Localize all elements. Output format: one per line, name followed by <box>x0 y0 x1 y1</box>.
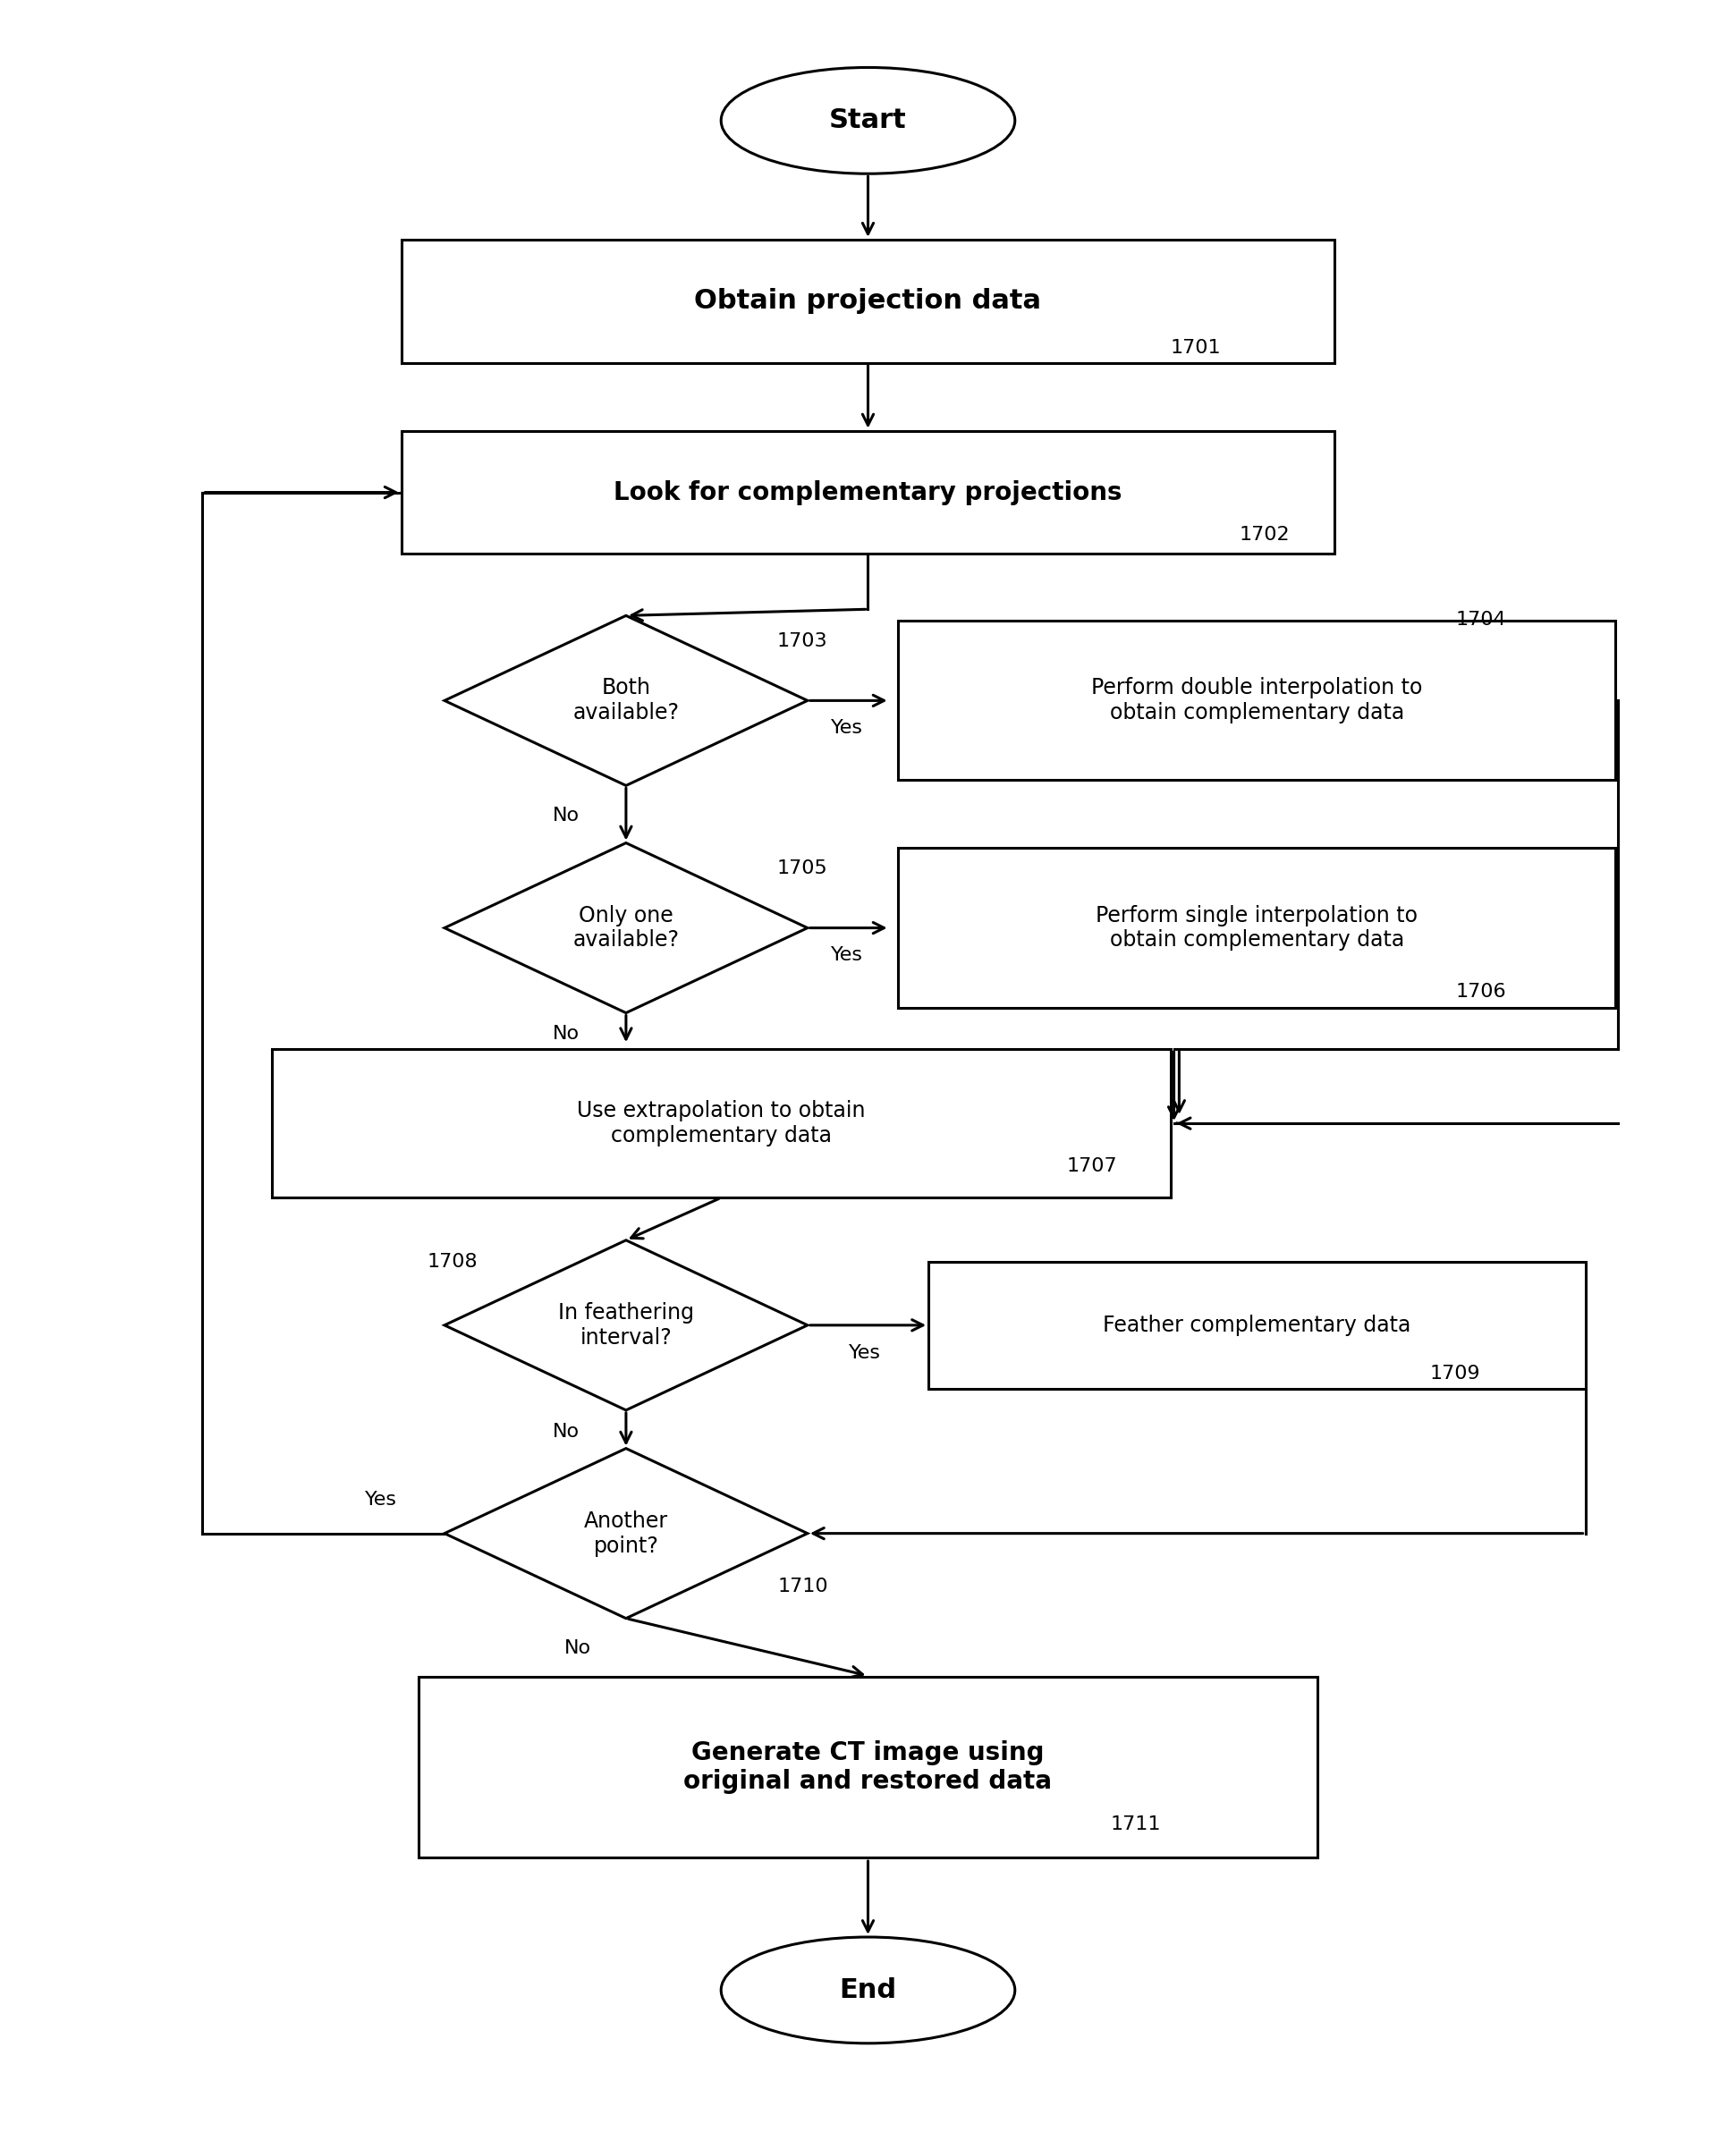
Text: No: No <box>564 1640 592 1657</box>
Text: No: No <box>552 1025 580 1043</box>
FancyBboxPatch shape <box>898 849 1616 1008</box>
Text: No: No <box>552 806 580 825</box>
Polygon shape <box>444 616 807 785</box>
Text: 1701: 1701 <box>1170 339 1220 356</box>
Text: Both
available?: Both available? <box>573 678 679 723</box>
Text: End: End <box>838 1976 898 2004</box>
Text: Start: Start <box>830 107 906 134</box>
Polygon shape <box>444 1241 807 1409</box>
Text: Use extrapolation to obtain
complementary data: Use extrapolation to obtain complementar… <box>576 1100 865 1147</box>
Text: 1702: 1702 <box>1240 527 1290 544</box>
Text: Yes: Yes <box>849 1343 880 1362</box>
Ellipse shape <box>720 1938 1016 2042</box>
Text: In feathering
interval?: In feathering interval? <box>557 1303 694 1347</box>
FancyBboxPatch shape <box>898 620 1616 780</box>
Text: Look for complementary projections: Look for complementary projections <box>615 480 1121 505</box>
Text: Perform double interpolation to
obtain complementary data: Perform double interpolation to obtain c… <box>1092 678 1422 723</box>
Text: 1705: 1705 <box>776 859 826 878</box>
FancyBboxPatch shape <box>271 1049 1170 1198</box>
Text: Feather complementary data: Feather complementary data <box>1102 1315 1411 1337</box>
Text: Generate CT image using
original and restored data: Generate CT image using original and res… <box>684 1740 1052 1795</box>
Text: Perform single interpolation to
obtain complementary data: Perform single interpolation to obtain c… <box>1095 904 1418 951</box>
Polygon shape <box>444 842 807 1013</box>
Text: 1707: 1707 <box>1068 1158 1118 1175</box>
Ellipse shape <box>720 68 1016 173</box>
Text: Yes: Yes <box>832 947 863 964</box>
Text: Yes: Yes <box>832 718 863 738</box>
Text: 1706: 1706 <box>1457 983 1507 1000</box>
FancyBboxPatch shape <box>929 1262 1585 1388</box>
FancyBboxPatch shape <box>418 1676 1318 1857</box>
Text: Yes: Yes <box>365 1490 396 1507</box>
Text: Another
point?: Another point? <box>583 1509 668 1556</box>
Text: 1703: 1703 <box>776 633 826 650</box>
Text: 1710: 1710 <box>778 1578 828 1595</box>
FancyBboxPatch shape <box>401 239 1335 362</box>
Text: 1708: 1708 <box>427 1251 477 1271</box>
Text: Only one
available?: Only one available? <box>573 904 679 951</box>
Text: 1709: 1709 <box>1430 1364 1481 1384</box>
FancyBboxPatch shape <box>401 431 1335 554</box>
Text: Obtain projection data: Obtain projection data <box>694 288 1042 313</box>
Text: No: No <box>552 1422 580 1441</box>
Polygon shape <box>444 1448 807 1618</box>
Text: 1704: 1704 <box>1457 612 1507 629</box>
Text: 1711: 1711 <box>1109 1816 1161 1834</box>
